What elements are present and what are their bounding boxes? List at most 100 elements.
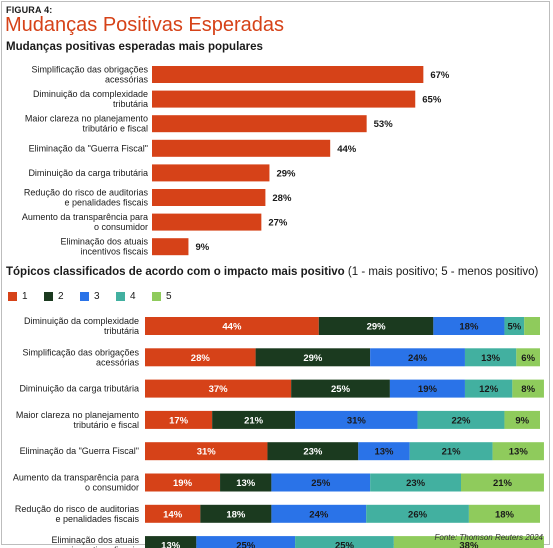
- chart2-category-label: Maior clareza no planejamento tributário …: [16, 410, 139, 430]
- chart2-segment-series-3: [370, 348, 465, 367]
- chart2-segment-label: 13%: [481, 353, 501, 364]
- chart2-category-label: Redução do risco de auditorias e penalida…: [15, 504, 140, 524]
- chart2-segment-label: 24%: [309, 509, 329, 520]
- chart2-segment-label: 31%: [197, 447, 217, 458]
- chart1-bar: [152, 213, 262, 231]
- chart2-segment-series-1: [145, 317, 319, 335]
- chart2-segment-label: 9%: [515, 415, 529, 426]
- chart2-segment-series-2: [200, 504, 272, 523]
- chart2-segment-label: 5%: [507, 322, 521, 333]
- chart2-segment-label: 28%: [191, 353, 211, 364]
- chart2-segment-label: 13%: [509, 447, 529, 458]
- chart2-segment-label: 38%: [459, 541, 479, 548]
- chart1-value-label: 53%: [374, 119, 394, 130]
- chart2-segment-label: 14%: [163, 509, 183, 520]
- chart1-value-label: 28%: [272, 193, 292, 204]
- chart2-segment-label: 24%: [408, 353, 428, 364]
- chart2-segment-series-2: [255, 348, 371, 367]
- chart2-category-label: Diminuição da complexidade tributária: [24, 316, 139, 336]
- chart2-segment-label: 13%: [374, 447, 394, 458]
- legend-swatch-5: [152, 292, 161, 301]
- chart1-title: Mudanças positivas esperadas mais popula…: [6, 41, 263, 53]
- chart2-segment-series-1: [145, 442, 268, 461]
- chart2-segment-label: 25%: [331, 384, 351, 395]
- chart2-segment-series-4: [295, 536, 394, 548]
- chart2-segment-series-4: [464, 379, 513, 398]
- chart1-bar: [152, 90, 416, 108]
- chart2-segment-series-3: [271, 473, 371, 492]
- chart2-segment-series-1: [145, 504, 201, 523]
- chart2-segment-series-3: [389, 379, 465, 398]
- chart2-segment-series-4: [366, 504, 469, 523]
- legend-label-1: 1: [22, 291, 28, 302]
- chart2-segment-series-1: [145, 379, 292, 398]
- chart1-bar: [152, 238, 189, 256]
- chart2-segment-series-4: [464, 348, 517, 367]
- chart2-segment-label: 25%: [335, 541, 355, 548]
- chart1-bar: [152, 139, 331, 157]
- legend-swatch-1: [8, 292, 17, 301]
- chart2-segment-label: 18%: [226, 509, 246, 520]
- chart1-category-label: Eliminação da "Guerra Fiscal": [29, 143, 148, 153]
- chart2-category-label: Diminuição da carga tributária: [19, 384, 139, 394]
- chart2-segment-label: 6%: [521, 353, 535, 364]
- chart2-segment-series-1: [145, 410, 213, 429]
- chart2-segment-label: 22%: [451, 415, 471, 426]
- chart2-segment-series-5: [492, 442, 544, 461]
- chart2-segment-series-4: [409, 442, 493, 461]
- chart2-segment-series-3: [196, 536, 296, 548]
- chart2-segment-label: 18%: [495, 509, 515, 520]
- chart2-segment-label: 25%: [311, 478, 331, 489]
- chart-popular-changes: Simplificação das obrigações acessórias 67…: [22, 65, 450, 257]
- chart1-category-label: Diminuição da complexidade tributária: [33, 89, 148, 109]
- chart2-segment-label: 19%: [173, 478, 193, 489]
- legend-label-3: 3: [94, 291, 100, 302]
- figure-title: Mudanças Positivas Esperadas: [5, 14, 285, 36]
- chart1-category-label: Aumento da transparência para o consumido…: [22, 212, 148, 232]
- chart2-segment-series-2: [220, 473, 272, 492]
- chart1-bar: [152, 66, 424, 83]
- chart2-segment-series-2: [291, 379, 390, 398]
- chart2-segment-label: 25%: [236, 541, 256, 548]
- chart1-bar: [152, 189, 266, 206]
- chart1-value-label: 29%: [276, 168, 296, 179]
- chart1-value-label: 9%: [195, 242, 209, 253]
- chart2-segment-label: 13%: [161, 541, 181, 548]
- chart2-title-bold: Tópicos classificados de acordo com o im…: [6, 266, 345, 278]
- chart1-category-label: Redução do risco de auditorias e penalida…: [24, 188, 149, 208]
- chart1-value-label: 27%: [268, 218, 288, 229]
- chart2-segment-series-5: [524, 317, 540, 335]
- chart1-value-label: 67%: [430, 70, 450, 81]
- chart1-category-label: Simplificação das obrigações acessórias: [31, 65, 148, 85]
- chart1-category-label: Diminuição da carga tributária: [28, 168, 148, 178]
- chart2-segment-series-1: [145, 348, 256, 367]
- chart2-segment-label: 44%: [222, 322, 242, 333]
- legend-label-5: 5: [166, 291, 172, 302]
- chart2-segment-label: 29%: [367, 322, 387, 333]
- chart2-segment-label: 21%: [493, 478, 513, 489]
- chart2-segment-label: 21%: [244, 415, 264, 426]
- chart2-segment-series-5: [468, 504, 540, 523]
- chart2-segment-label: 26%: [408, 509, 428, 520]
- chart2-category-label: Eliminação da "Guerra Fiscal": [20, 446, 139, 456]
- legend-label-4: 4: [130, 291, 136, 302]
- chart2-title-rest: (1 - mais positivo; 5 - menos positivo): [344, 266, 539, 278]
- chart2-segment-series-2: [318, 317, 434, 335]
- chart2-category-label: Simplificação das obrigações acessórias: [22, 347, 139, 367]
- chart2-segment-series-3: [358, 442, 410, 461]
- chart2-segment-label: 17%: [169, 415, 189, 426]
- chart2-segment-series-5: [461, 473, 544, 492]
- legend-swatch-3: [80, 292, 89, 301]
- chart2-segment-series-2: [212, 410, 296, 429]
- chart1-category-label: Eliminação dos atuais incentivos fiscais: [60, 237, 148, 257]
- chart2-segment-label: 13%: [236, 478, 256, 489]
- chart2-segment-label: 37%: [209, 384, 229, 395]
- chart1-bar: [152, 115, 367, 133]
- chart2-segment-series-1: [145, 473, 221, 492]
- chart2-segment-label: 21%: [442, 447, 462, 458]
- chart2-segment-label: 31%: [347, 415, 367, 426]
- chart2-segment-label: 23%: [303, 447, 323, 458]
- chart1-bar: [152, 164, 270, 182]
- legend-swatch-2: [44, 292, 53, 301]
